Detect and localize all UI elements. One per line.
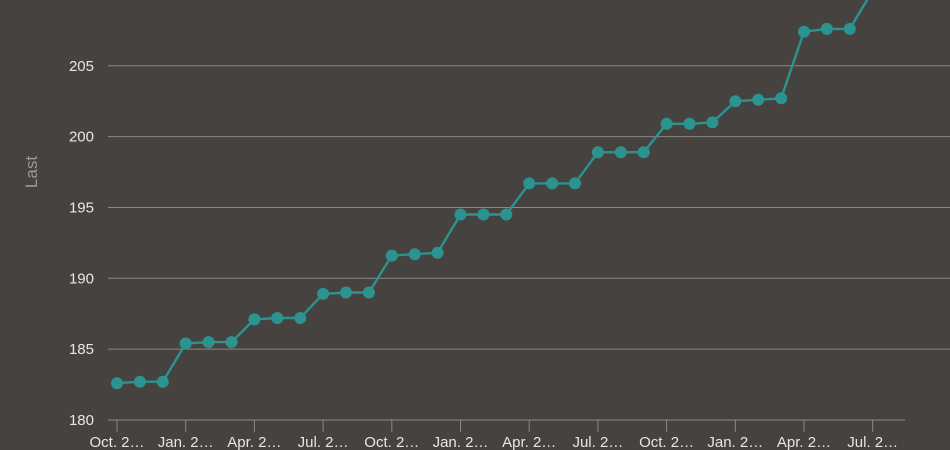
data-point	[477, 208, 490, 221]
data-point	[179, 337, 192, 350]
x-tick-label-2: Apr. 2…	[227, 434, 281, 450]
data-point	[111, 377, 123, 390]
data-point	[133, 375, 146, 388]
gridlines	[108, 65, 950, 421]
x-tick-label-6: Apr. 2…	[502, 434, 556, 450]
data-point	[271, 312, 284, 324]
x-tick-label-7: Jul. 2…	[572, 434, 623, 450]
y-tick-label-180: 180	[69, 412, 94, 429]
data-point	[500, 208, 513, 221]
data-point	[156, 375, 169, 388]
data-point	[683, 117, 696, 130]
data-point	[637, 146, 650, 159]
x-tick-label-10: Apr. 2…	[777, 434, 831, 450]
y-tick-label-195: 195	[69, 199, 94, 216]
data-point	[385, 249, 398, 262]
x-tick-label-4: Oct. 2…	[364, 434, 419, 450]
data-point	[752, 93, 765, 106]
data-point	[431, 246, 444, 259]
data-point	[454, 208, 467, 221]
data-point	[820, 22, 833, 35]
data-point	[660, 117, 673, 130]
x-tick-label-3: Jul. 2…	[298, 434, 349, 450]
data-point	[729, 95, 742, 108]
y-tick-label-205: 205	[69, 58, 94, 75]
x-tick-label-0: Oct. 2…	[89, 434, 144, 450]
data-point	[569, 177, 581, 190]
y-axis-title: Last	[22, 156, 41, 188]
x-tick-label-1: Jan. 2…	[158, 434, 214, 450]
data-point	[362, 286, 375, 299]
data-point	[340, 286, 352, 299]
x-tick-label-8: Oct. 2…	[639, 434, 694, 450]
series-last	[111, 0, 869, 390]
y-tick-label-190: 190	[69, 270, 94, 287]
data-point	[706, 116, 719, 129]
data-point	[775, 92, 788, 105]
x-tick-label-9: Jan. 2…	[707, 434, 763, 450]
data-point	[546, 177, 559, 190]
data-point	[843, 22, 856, 35]
data-point	[523, 177, 536, 190]
data-point	[798, 25, 810, 38]
x-tick-label-5: Jan. 2…	[433, 434, 489, 450]
x-axis-ticks: Oct. 2… Jan. 2… Apr. 2… Jul. 2… Oct. 2… Jan. …	[89, 420, 898, 450]
data-point	[225, 336, 238, 349]
y-tick-label-200: 200	[69, 129, 94, 146]
y-axis-ticks: 180 185 190 195 200 205 210	[69, 0, 94, 429]
data-point	[317, 287, 330, 300]
data-point	[248, 313, 261, 326]
data-point	[408, 248, 421, 261]
data-point	[591, 146, 604, 159]
data-point	[614, 146, 627, 159]
data-point	[202, 336, 215, 349]
y-tick-label-210: 210	[69, 0, 94, 4]
series-line	[116, 0, 869, 385]
x-tick-label-11: Jul. 2…	[847, 434, 898, 450]
y-tick-label-185: 185	[69, 341, 94, 358]
data-point	[294, 312, 307, 324]
